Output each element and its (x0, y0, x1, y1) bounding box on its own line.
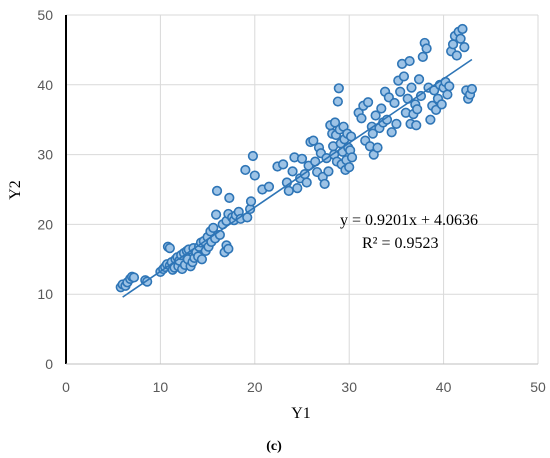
y-tick-label: 10 (37, 286, 53, 302)
data-point (436, 99, 447, 110)
data-point (211, 185, 223, 196)
data-point (370, 110, 381, 121)
trendline (122, 58, 473, 298)
data-point (210, 209, 222, 220)
x-tick-label: 40 (436, 379, 452, 395)
data-point (301, 177, 312, 188)
x-tick-label: 10 (153, 379, 169, 395)
data-point (287, 166, 298, 177)
data-point (356, 113, 367, 124)
data-point (415, 90, 427, 102)
data-point (196, 254, 208, 265)
data-point (332, 96, 343, 107)
data-point (128, 272, 140, 283)
data-point (329, 117, 341, 128)
data-point (323, 166, 334, 177)
data-point (455, 33, 466, 44)
data-point (395, 86, 406, 97)
x-tick-label: 20 (247, 379, 263, 395)
data-point (457, 23, 468, 35)
data-points (115, 23, 478, 293)
y-axis-title: Y2 (7, 180, 24, 200)
data-point (442, 89, 453, 100)
data-point (283, 185, 294, 196)
trendline-equation: y = 0.9201x + 4.0636 (340, 212, 478, 229)
data-point (367, 128, 378, 139)
data-point (376, 103, 387, 114)
data-point (208, 222, 219, 233)
x-axis-title: Y1 (291, 405, 311, 422)
data-point (308, 135, 319, 146)
data-point (413, 74, 425, 85)
data-point (164, 243, 175, 254)
panel-label: (c) (266, 439, 282, 454)
data-point (411, 120, 422, 131)
y-tick-label: 30 (37, 147, 53, 163)
data-point (224, 192, 235, 203)
axes (65, 15, 538, 365)
data-point (362, 97, 374, 108)
data-point (391, 118, 402, 129)
data-point (404, 55, 415, 67)
data-point (421, 43, 432, 54)
data-point (344, 162, 355, 173)
data-point (372, 142, 383, 153)
y-tick-label: 50 (37, 7, 53, 23)
r-squared-label: R² = 0.9523 (362, 235, 439, 252)
data-point (425, 114, 436, 125)
x-tick-label: 50 (530, 379, 546, 395)
data-point (386, 127, 397, 138)
data-point (319, 178, 330, 190)
data-point (263, 181, 275, 192)
data-point (333, 83, 344, 94)
data-point (447, 39, 459, 50)
data-point (223, 243, 234, 254)
y-tick-label: 0 (45, 356, 53, 372)
data-point (247, 150, 259, 162)
data-point (459, 42, 470, 53)
y-tick-label: 20 (37, 216, 53, 232)
data-point (245, 196, 257, 207)
data-point (296, 153, 308, 164)
data-point (346, 152, 358, 163)
data-point (249, 170, 260, 181)
data-point (240, 164, 251, 176)
x-tick-label: 0 (62, 379, 70, 395)
data-point (278, 159, 289, 170)
data-point (389, 97, 400, 109)
data-point (444, 81, 455, 92)
data-point (406, 82, 417, 93)
tick-labels: 0 10 20 30 40 50 0 10 20 30 40 50 (37, 7, 546, 395)
data-point (292, 183, 303, 194)
data-point (412, 104, 423, 115)
data-point (398, 71, 410, 82)
data-point (417, 51, 428, 62)
x-tick-label: 30 (341, 379, 357, 395)
y-tick-label: 40 (37, 77, 53, 93)
data-point (466, 83, 478, 95)
gridlines (66, 14, 539, 364)
data-point (451, 50, 462, 61)
